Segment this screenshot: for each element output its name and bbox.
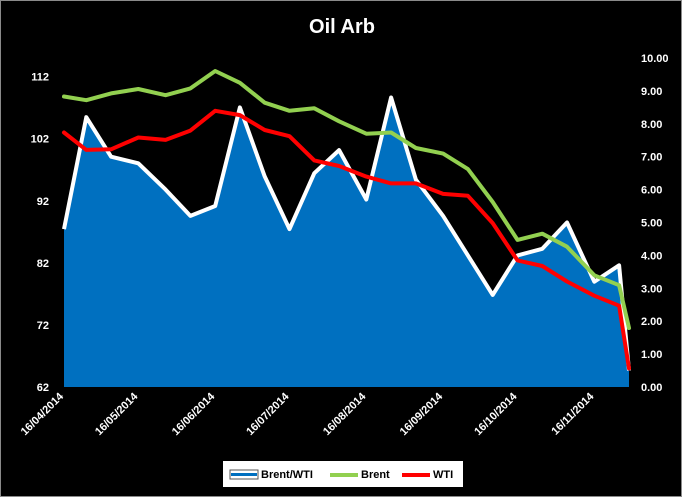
right-tick-label: 4.00 (641, 250, 662, 262)
x-tick-label: 16/08/2014 (321, 390, 369, 438)
right-tick-label: 0.00 (641, 382, 662, 394)
right-tick-label: 1.00 (641, 349, 662, 361)
x-tick-label: 16/10/2014 (472, 390, 520, 438)
legend-label-brent-wti: Brent/WTI (261, 469, 313, 481)
x-tick-label: 16/05/2014 (93, 390, 141, 438)
brent-wti-area-layer (64, 97, 629, 387)
legend-label-wti: WTI (433, 469, 453, 481)
right-tick-label: 2.00 (641, 316, 662, 328)
x-tick-label: 16/04/2014 (19, 390, 67, 438)
left-tick-label: 82 (37, 258, 49, 270)
right-tick-label: 10.00 (641, 53, 669, 65)
left-axis: 62 72 82 92 102 112 (31, 72, 49, 394)
left-tick-label: 62 (37, 382, 49, 394)
legend: Brent/WTI Brent WTI (223, 461, 463, 487)
right-tick-label: 9.00 (641, 86, 662, 98)
right-tick-label: 5.00 (641, 218, 662, 230)
right-tick-label: 6.00 (641, 185, 662, 197)
right-tick-label: 3.00 (641, 283, 662, 295)
right-axis: 0.00 1.00 2.00 3.00 4.00 5.00 6.00 7.00 8.00 9.00… (641, 53, 669, 394)
left-tick-label: 92 (37, 196, 49, 208)
left-tick-label: 72 (37, 320, 49, 332)
legend-swatch-brent-wti-fill (231, 473, 257, 476)
legend-label-brent: Brent (361, 469, 390, 481)
x-tick-label: 16/11/2014 (549, 390, 597, 438)
x-axis: 16/04/2014 16/05/2014 16/06/2014 16/07/2014… (19, 390, 597, 438)
x-tick-label: 16/07/2014 (244, 390, 292, 438)
left-tick-label: 112 (31, 72, 49, 84)
right-tick-label: 8.00 (641, 119, 662, 131)
legend-item-brent-wti: Brent/WTI (230, 469, 313, 481)
left-tick-label: 102 (31, 134, 49, 146)
x-tick-label: 16/09/2014 (398, 390, 446, 438)
series-area-brent-wti (64, 98, 629, 388)
right-tick-label: 7.00 (641, 152, 662, 164)
chart-title: Oil Arb (309, 16, 375, 38)
x-tick-label: 16/06/2014 (170, 390, 218, 438)
